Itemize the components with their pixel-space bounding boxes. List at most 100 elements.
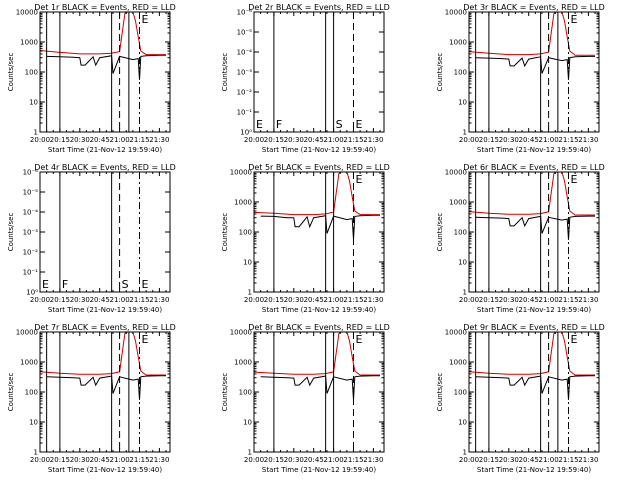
x-tick-label: 20:15	[479, 456, 499, 464]
x-tick-label: 20:15	[50, 136, 70, 144]
y-axis-label: Counts/sec	[7, 53, 15, 92]
event-label: E	[355, 173, 362, 186]
y-axis-label: Counts/sec	[436, 53, 444, 92]
x-tick-label: 20:00	[459, 456, 479, 464]
x-tick-label: 21:00	[109, 456, 129, 464]
plot-area	[40, 12, 166, 132]
x-tick-label: 21:15	[558, 456, 578, 464]
y-tick-label: 10⁻¹	[237, 109, 253, 117]
event-label: E	[42, 278, 49, 291]
lld-series-line	[254, 172, 380, 216]
x-tick-label: 20:45	[304, 456, 324, 464]
x-tick-label: 20:30	[284, 456, 304, 464]
chart-panel-1r: Det 1r BLACK = Events, RED = LLD Start Ti…	[7, 3, 176, 154]
x-axis-label: Start Time (21-Nov-12 19:59:40)	[262, 306, 376, 314]
x-tick-label: 20:30	[70, 456, 90, 464]
x-tick-label: 21:15	[129, 136, 149, 144]
lld-series-line	[254, 332, 380, 376]
y-tick-label: 100	[25, 389, 38, 397]
chart-title: Det 5r BLACK = Events, RED = LLD	[248, 163, 390, 172]
x-axis-label: Start Time (21-Nov-12 19:59:40)	[262, 146, 376, 154]
event-label: E	[355, 333, 362, 346]
lld-series-line	[469, 172, 595, 216]
y-tick-label: 1	[463, 289, 467, 297]
x-axis-label: Start Time (21-Nov-12 19:59:40)	[262, 466, 376, 474]
events-series-line	[260, 214, 380, 240]
y-tick-label: 1000	[449, 39, 467, 47]
y-tick-label: 10⁻²	[237, 89, 253, 97]
events-series-line	[475, 375, 595, 400]
x-tick-label: 20:00	[244, 136, 264, 144]
x-tick-label: 21:30	[149, 456, 169, 464]
x-axis-label: Start Time (21-Nov-12 19:59:40)	[48, 306, 162, 314]
event-label: E	[570, 333, 577, 346]
x-tick-label: 20:00	[30, 136, 50, 144]
chart-panel-7r: Det 7r BLACK = Events, RED = LLD Start Ti…	[7, 323, 176, 474]
y-tick-label: 10⁻⁴	[237, 49, 253, 57]
x-tick-label: 21:15	[129, 456, 149, 464]
event-label: S	[336, 118, 343, 131]
y-tick-label: 10000	[445, 169, 467, 177]
chart-title: Det 7r BLACK = Events, RED = LLD	[34, 323, 176, 332]
x-tick-label: 20:45	[519, 136, 539, 144]
x-tick-label: 21:30	[363, 456, 383, 464]
chart-title: Det 8r BLACK = Events, RED = LLD	[248, 323, 390, 332]
y-tick-label: 1	[34, 449, 38, 457]
plot-area	[469, 332, 595, 452]
chart-panel-2r: Det 2r BLACK = Events, RED = LLD Start Ti…	[221, 3, 390, 154]
x-tick-label: 20:30	[70, 136, 90, 144]
y-tick-label: 10⁻⁵	[23, 189, 39, 197]
x-tick-label: 21:30	[363, 136, 383, 144]
y-tick-label: 100	[239, 389, 252, 397]
x-tick-label: 20:45	[519, 296, 539, 304]
y-axis-label: Counts/sec	[221, 53, 229, 92]
y-tick-label: 100	[454, 69, 467, 77]
event-label: E	[570, 13, 577, 26]
events-series-line	[260, 375, 380, 400]
x-tick-label: 20:45	[90, 136, 110, 144]
event-label: F	[276, 118, 282, 131]
x-tick-label: 20:00	[244, 296, 264, 304]
y-tick-label: 10	[458, 419, 467, 427]
y-tick-label: 10000	[445, 329, 467, 337]
plot-area	[469, 12, 595, 132]
y-tick-label: 1	[248, 449, 252, 457]
y-axis-label: Counts/sec	[436, 373, 444, 412]
x-tick-label: 21:00	[323, 136, 343, 144]
y-tick-label: 100	[454, 389, 467, 397]
y-tick-label: 10000	[230, 169, 252, 177]
x-tick-label: 21:00	[538, 456, 558, 464]
x-axis-label: Start Time (21-Nov-12 19:59:40)	[48, 466, 162, 474]
y-tick-label: 10000	[16, 329, 38, 337]
x-tick-label: 20:45	[90, 456, 110, 464]
x-tick-label: 21:15	[558, 136, 578, 144]
x-tick-label: 20:00	[459, 136, 479, 144]
x-tick-label: 20:30	[499, 296, 519, 304]
x-tick-label: 21:00	[109, 296, 129, 304]
plot-area	[40, 172, 140, 292]
x-tick-label: 21:15	[343, 456, 363, 464]
events-series-line	[475, 55, 595, 80]
x-tick-label: 21:15	[129, 296, 149, 304]
y-tick-label: 10000	[16, 9, 38, 17]
y-tick-label: 1000	[234, 199, 252, 207]
chart-title: Det 6r BLACK = Events, RED = LLD	[463, 163, 605, 172]
x-tick-label: 20:45	[304, 136, 324, 144]
y-tick-label: 100	[454, 229, 467, 237]
x-tick-label: 21:00	[323, 296, 343, 304]
event-label: E	[570, 173, 577, 186]
chart-panel-3r: Det 3r BLACK = Events, RED = LLD Start Ti…	[436, 3, 605, 154]
x-tick-label: 20:15	[479, 296, 499, 304]
x-tick-label: 20:15	[264, 456, 284, 464]
x-tick-label: 21:15	[558, 296, 578, 304]
y-tick-label: 10	[458, 259, 467, 267]
x-tick-label: 20:15	[479, 136, 499, 144]
x-tick-label: 21:00	[538, 136, 558, 144]
x-tick-label: 20:00	[30, 296, 50, 304]
x-axis-label: Start Time (21-Nov-12 19:59:40)	[477, 466, 591, 474]
y-tick-label: 10000	[445, 9, 467, 17]
plot-area	[40, 332, 166, 452]
y-tick-label: 10⁻³	[237, 69, 253, 77]
x-tick-label: 20:15	[264, 136, 284, 144]
x-tick-label: 21:30	[363, 296, 383, 304]
